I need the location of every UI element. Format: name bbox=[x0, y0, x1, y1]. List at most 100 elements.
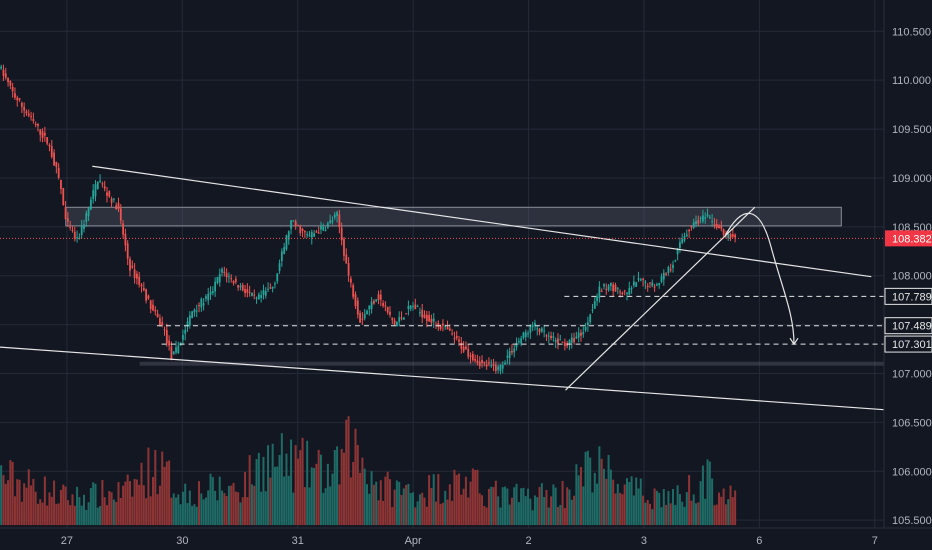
candle-body bbox=[154, 309, 157, 312]
volume-bar bbox=[34, 491, 37, 526]
volume-bar bbox=[628, 481, 631, 526]
candle-body bbox=[552, 336, 555, 338]
candle-body bbox=[290, 220, 292, 229]
volume-bar bbox=[708, 461, 711, 526]
volume-bar bbox=[616, 483, 619, 526]
volume-bar bbox=[515, 483, 518, 526]
volume-bar bbox=[260, 491, 263, 526]
candle-body bbox=[384, 305, 387, 307]
volume-bar bbox=[232, 483, 235, 526]
candle-body bbox=[326, 223, 329, 228]
volume-bar bbox=[20, 501, 23, 526]
price-tick-label: 109.500 bbox=[892, 124, 932, 136]
volume-bar bbox=[446, 499, 449, 526]
volume-bar bbox=[59, 489, 62, 526]
volume-bar bbox=[423, 497, 426, 526]
volume-bar bbox=[458, 473, 461, 526]
candle-body bbox=[483, 361, 486, 363]
volume-bar bbox=[573, 495, 576, 526]
volume-bar bbox=[393, 489, 396, 526]
volume-bar bbox=[94, 483, 97, 526]
volume-bar bbox=[9, 460, 12, 526]
candle-body bbox=[455, 335, 458, 339]
volume-bar bbox=[584, 451, 587, 526]
volume-bar bbox=[340, 448, 343, 526]
volume-histogram bbox=[0, 416, 737, 526]
candle-body bbox=[492, 363, 495, 366]
volume-bar bbox=[41, 502, 44, 526]
candle-body bbox=[241, 284, 244, 291]
current-price-label: 108.382 bbox=[892, 233, 932, 245]
candle-body bbox=[603, 284, 605, 287]
volume-bar bbox=[198, 481, 201, 526]
candle-body bbox=[522, 332, 525, 338]
candle-body bbox=[425, 314, 428, 321]
candle-body bbox=[142, 287, 145, 291]
volume-bar bbox=[441, 502, 444, 526]
volume-bar bbox=[214, 490, 217, 526]
volume-bar bbox=[64, 486, 67, 526]
volume-bar bbox=[43, 476, 46, 526]
volume-bar bbox=[193, 504, 196, 526]
volume-bar bbox=[89, 487, 92, 526]
volume-bar bbox=[73, 505, 76, 526]
volume-bar bbox=[421, 492, 424, 526]
candle-body bbox=[389, 311, 391, 315]
volume-bar bbox=[672, 489, 675, 526]
volume-bar bbox=[527, 488, 530, 526]
candle-body bbox=[108, 191, 111, 197]
candle-body bbox=[46, 137, 49, 144]
candle-body bbox=[230, 278, 233, 280]
volume-bar bbox=[504, 486, 507, 526]
candle-body bbox=[280, 251, 283, 261]
candle-body bbox=[50, 146, 53, 157]
candle-body bbox=[271, 286, 274, 289]
candle-body bbox=[421, 309, 424, 318]
candle-body bbox=[481, 360, 483, 363]
candle-body bbox=[586, 322, 589, 326]
volume-bar bbox=[140, 462, 143, 526]
volume-bar bbox=[589, 457, 592, 526]
volume-bar bbox=[230, 485, 233, 526]
candle-body bbox=[4, 73, 7, 78]
candle-body bbox=[439, 325, 442, 330]
price-tick-label: 106.500 bbox=[892, 417, 932, 429]
price-axis[interactable]: 110.500110.000109.500109.000108.500108.0… bbox=[883, 0, 932, 528]
volume-bar bbox=[637, 488, 640, 526]
volume-bar bbox=[460, 494, 463, 526]
volume-bar bbox=[715, 504, 718, 526]
candle-body bbox=[478, 361, 481, 367]
volume-bar bbox=[575, 464, 578, 526]
candle-body bbox=[497, 366, 500, 370]
volume-bar bbox=[437, 474, 440, 526]
volume-bar bbox=[547, 507, 550, 526]
time-axis[interactable]: 27 30 31 Apr 2 3 6 7 bbox=[0, 527, 932, 547]
volume-bar bbox=[635, 477, 638, 526]
candle-body bbox=[529, 325, 532, 333]
candle-body bbox=[324, 230, 327, 232]
volume-bar bbox=[23, 483, 26, 526]
resistance-zone bbox=[65, 206, 842, 227]
candle-body bbox=[182, 335, 184, 340]
candle-body bbox=[584, 326, 587, 331]
volume-bar bbox=[660, 507, 663, 526]
candle-body bbox=[101, 183, 104, 185]
candle-body bbox=[644, 281, 647, 283]
candle-body bbox=[660, 276, 663, 282]
volume-bar bbox=[731, 497, 734, 526]
candle-body bbox=[451, 333, 454, 335]
candle-body bbox=[713, 224, 716, 227]
candle-body bbox=[161, 322, 164, 326]
volume-bar bbox=[432, 474, 435, 526]
candle-body bbox=[446, 327, 449, 330]
candle-body bbox=[685, 234, 688, 237]
volume-bar bbox=[625, 478, 628, 526]
time-tick-label: 3 bbox=[641, 535, 647, 547]
candle-body bbox=[517, 341, 520, 343]
volume-bar bbox=[135, 479, 138, 526]
candle-body bbox=[11, 86, 14, 92]
candle-body bbox=[25, 111, 28, 114]
volume-bar bbox=[271, 443, 274, 526]
candle-body bbox=[152, 304, 154, 311]
